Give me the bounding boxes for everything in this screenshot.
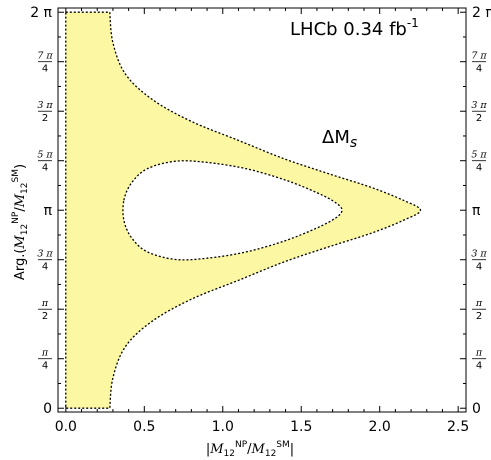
x-tick-label: 1.5 — [290, 419, 312, 435]
x-axis-label: |M12NP/M12SM| — [206, 440, 294, 459]
plot-area — [65, 11, 422, 409]
allowed-region — [65, 12, 421, 409]
y-tick-fraction-left: 3 π2 — [37, 100, 53, 124]
region-label: ΔMs — [322, 127, 357, 151]
y-tick-denominator: 4 — [42, 163, 48, 174]
y-tick-label-right: 2 π — [472, 5, 491, 21]
y-tick-fraction-left: π4 — [38, 348, 52, 372]
region-label-sub: s — [350, 135, 357, 151]
outer-boundary — [65, 11, 422, 409]
y-tick-numerator: 7 π — [37, 51, 53, 62]
x-tick-label: 2.5 — [447, 419, 469, 435]
y-tick-denominator: 4 — [476, 163, 482, 174]
y-tick-fraction-right: π2 — [472, 298, 486, 322]
y-tick-denominator: 4 — [476, 361, 482, 372]
y-tick-label-left: 2 π — [30, 5, 52, 21]
experiment-label-text: LHCb 0.34 fb — [290, 19, 407, 40]
y-tick-numerator: π — [41, 298, 49, 309]
y-tick-fraction-left: 3 π4 — [37, 249, 53, 273]
y-tick-denominator: 4 — [476, 64, 482, 75]
y-tick-fraction-right: 3 π2 — [471, 100, 487, 124]
y-tick-denominator: 4 — [42, 361, 48, 372]
x-tick-label: 1.0 — [212, 419, 234, 435]
y-tick-fraction-left: 5 π4 — [37, 150, 53, 174]
y-tick-denominator: 4 — [476, 262, 482, 273]
y-tick-label-left: 0 — [43, 401, 52, 417]
y-tick-denominator: 2 — [476, 113, 482, 124]
y-tick-numerator: 3 π — [471, 249, 487, 260]
y-tick-fraction-left: π2 — [38, 298, 52, 322]
y-tick-fraction-left: 7 π4 — [37, 51, 53, 75]
x-tick-label: 2.0 — [369, 419, 391, 435]
y-tick-label-left: π — [44, 203, 53, 219]
x-tick-label: 0.5 — [133, 419, 155, 435]
region-label-text: ΔM — [322, 127, 350, 148]
y-tick-numerator: 5 π — [471, 150, 487, 161]
y-tick-fraction-right: 5 π4 — [471, 150, 487, 174]
y-tick-numerator: 3 π — [37, 100, 53, 111]
y-tick-denominator: 4 — [42, 64, 48, 75]
y-tick-denominator: 4 — [42, 262, 48, 273]
x-tick-label: 0.0 — [55, 419, 77, 435]
y-tick-denominator: 2 — [42, 311, 48, 322]
y-tick-numerator: π — [475, 298, 483, 309]
y-tick-fraction-right: π4 — [472, 348, 486, 372]
y-tick-label-right: 0 — [472, 401, 481, 417]
y-tick-numerator: 5 π — [37, 150, 53, 161]
y-tick-label-right: π — [472, 203, 481, 219]
experiment-label-sup: -1 — [407, 16, 419, 30]
y-axis-label: Arg.(M12NP/M12SM) — [11, 164, 30, 280]
experiment-label: LHCb 0.34 fb-1 — [290, 16, 419, 40]
y-tick-numerator: π — [475, 348, 483, 359]
y-tick-numerator: π — [41, 348, 49, 359]
y-tick-numerator: 7 π — [471, 51, 487, 62]
y-tick-denominator: 2 — [42, 113, 48, 124]
inner-boundary — [122, 160, 343, 261]
y-tick-denominator: 2 — [476, 311, 482, 322]
y-tick-numerator: 3 π — [37, 249, 53, 260]
y-tick-numerator: 3 π — [471, 100, 487, 111]
y-tick-fraction-right: 3 π4 — [471, 249, 487, 273]
y-tick-fraction-right: 7 π4 — [471, 51, 487, 75]
